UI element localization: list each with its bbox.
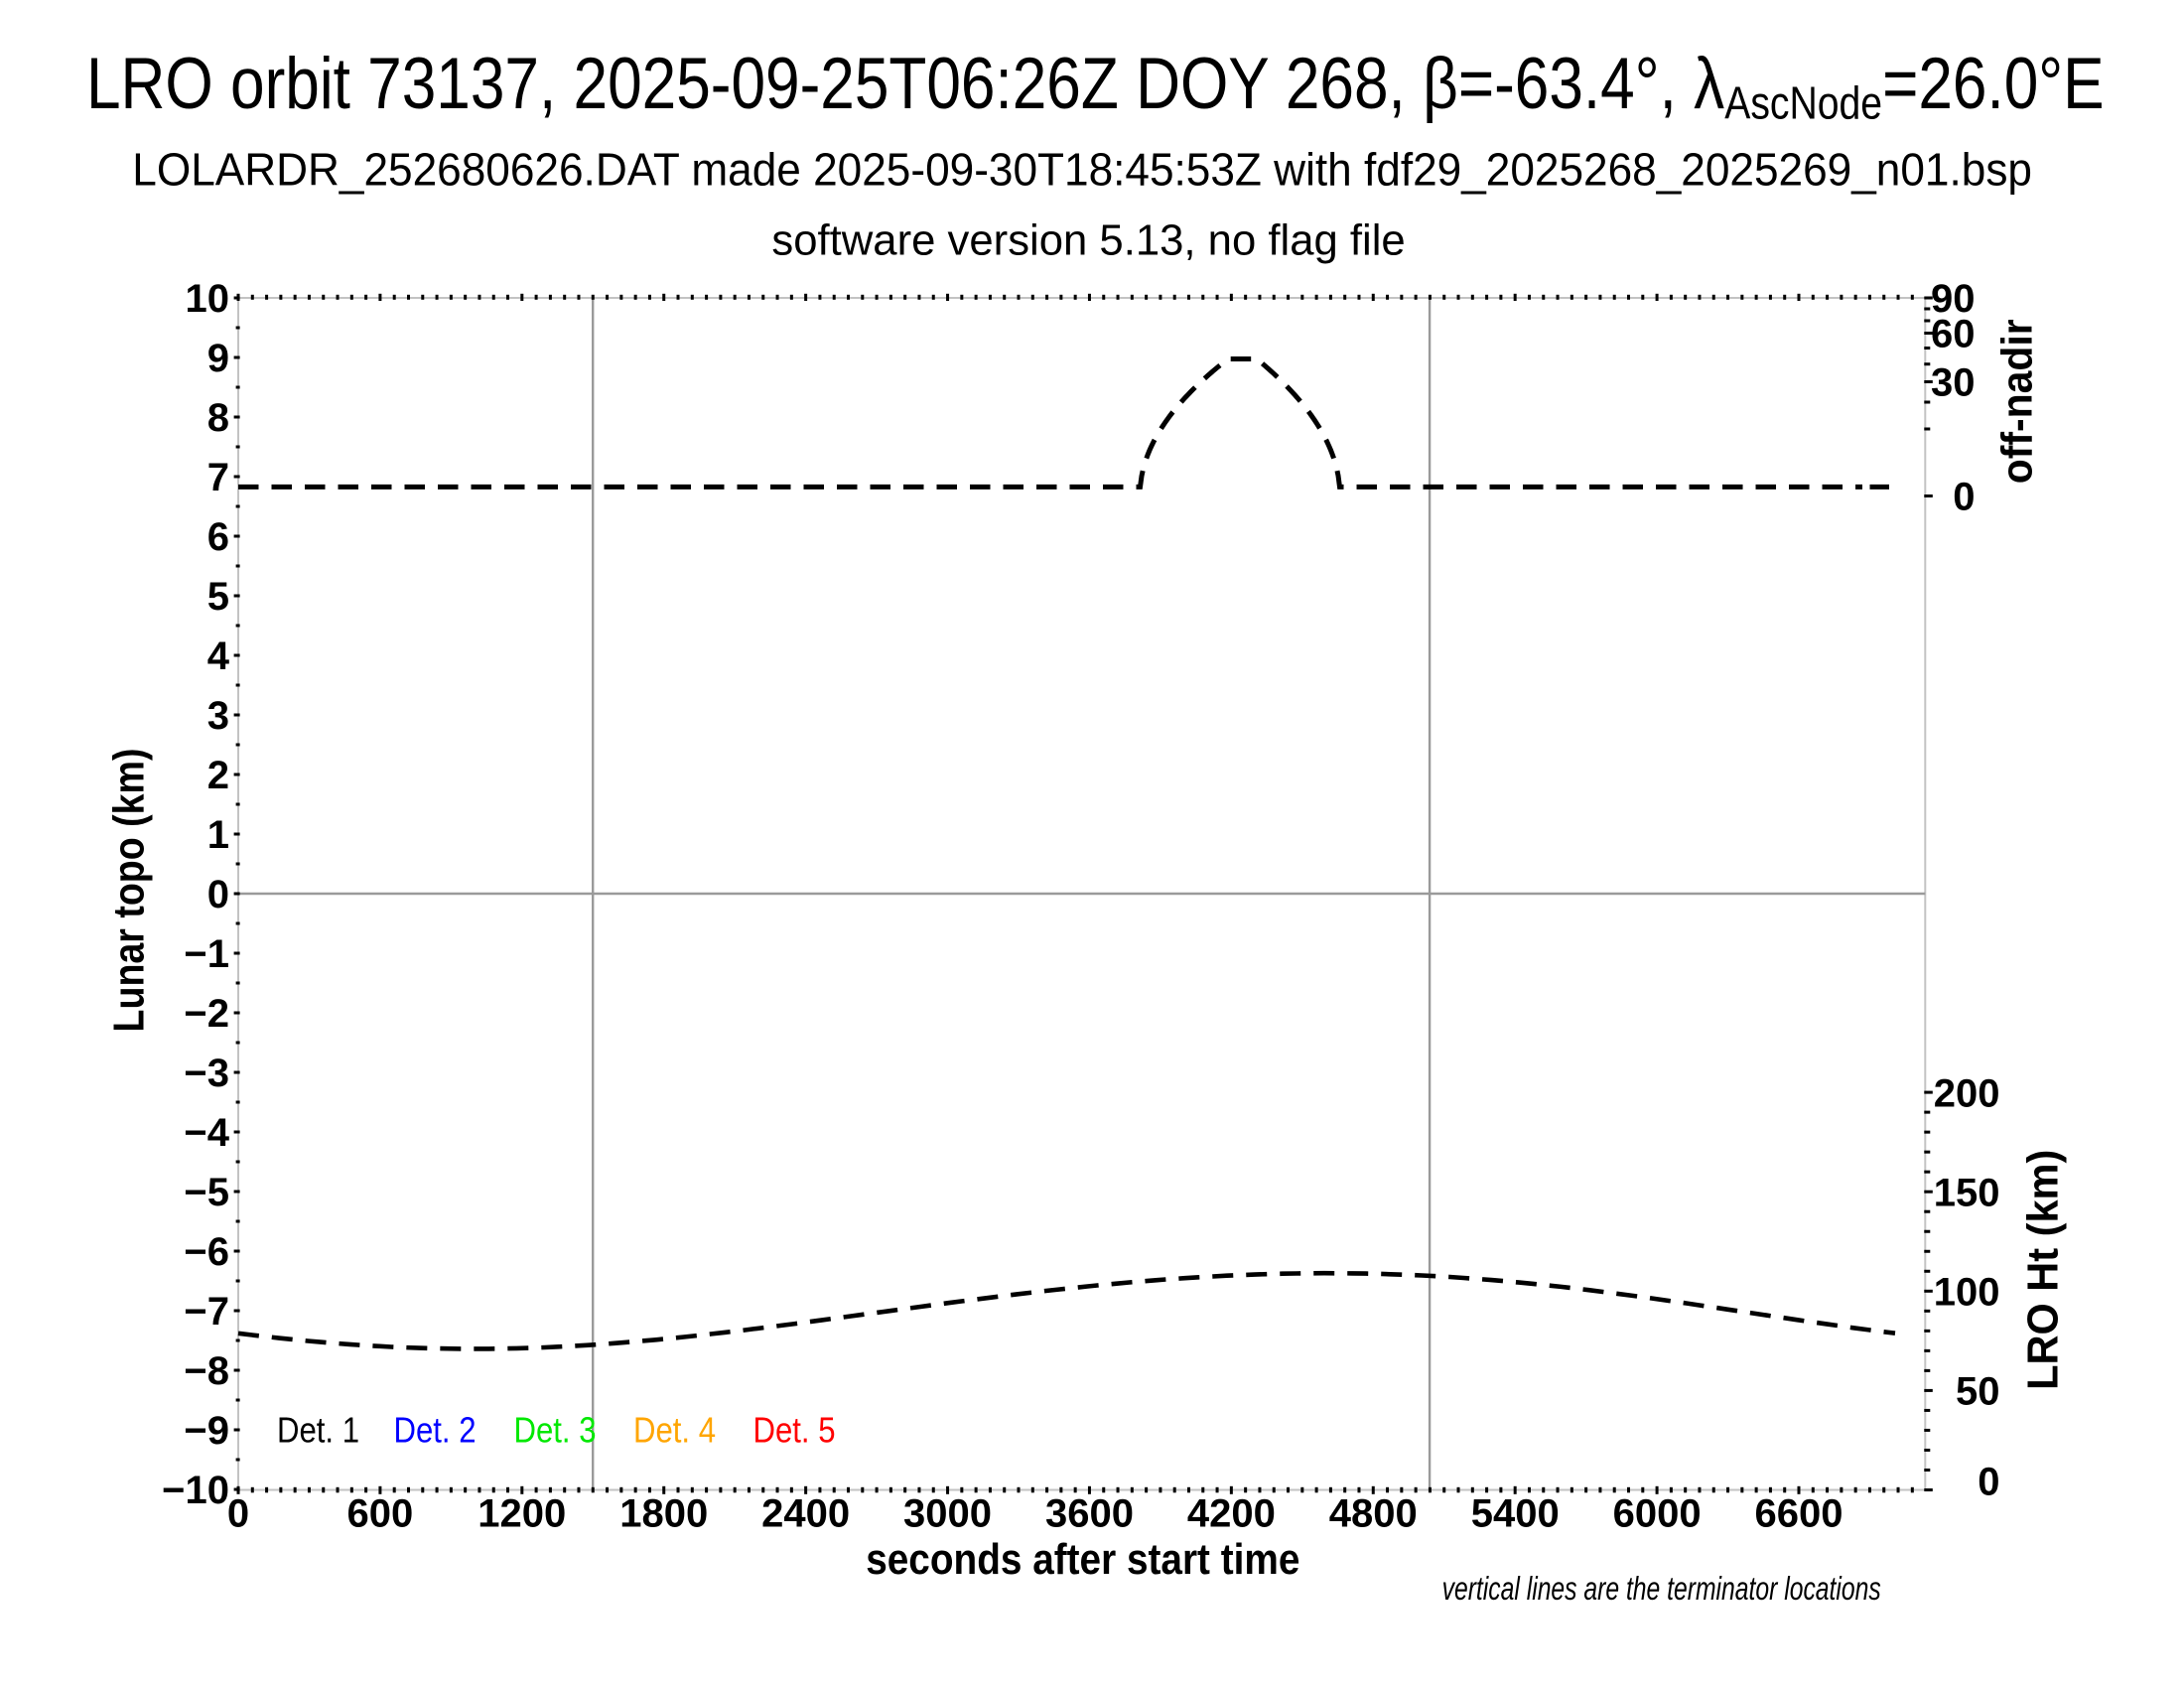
svg-text:−1: −1 bbox=[184, 932, 229, 976]
svg-text:−6: −6 bbox=[184, 1230, 229, 1274]
svg-text:−8: −8 bbox=[184, 1349, 229, 1393]
svg-text:seconds after start time: seconds after start time bbox=[866, 1534, 1299, 1584]
svg-text:Det. 3: Det. 3 bbox=[514, 1412, 597, 1452]
svg-text:4200: 4200 bbox=[1187, 1492, 1276, 1536]
svg-text:2: 2 bbox=[207, 754, 229, 797]
svg-text:Det. 2: Det. 2 bbox=[394, 1412, 477, 1452]
svg-text:7: 7 bbox=[207, 456, 229, 499]
svg-text:90: 90 bbox=[1931, 277, 1976, 321]
svg-text:100: 100 bbox=[1934, 1271, 2000, 1315]
svg-text:0: 0 bbox=[1978, 1461, 1999, 1504]
svg-text:3: 3 bbox=[207, 694, 229, 738]
svg-text:−5: −5 bbox=[184, 1171, 229, 1214]
svg-text:3600: 3600 bbox=[1045, 1492, 1134, 1536]
svg-text:3000: 3000 bbox=[903, 1492, 992, 1536]
svg-text:1200: 1200 bbox=[478, 1492, 566, 1536]
svg-text:6000: 6000 bbox=[1613, 1492, 1702, 1536]
svg-text:30: 30 bbox=[1931, 361, 1976, 405]
svg-text:200: 200 bbox=[1934, 1071, 2000, 1115]
svg-text:LOLARDR_252680626.DAT made 202: LOLARDR_252680626.DAT made 2025-09-30T18… bbox=[132, 144, 2032, 196]
svg-text:−7: −7 bbox=[184, 1290, 229, 1334]
svg-text:1: 1 bbox=[207, 813, 229, 857]
svg-text:off-nadir: off-nadir bbox=[1993, 319, 2042, 484]
svg-text:8: 8 bbox=[207, 396, 229, 440]
svg-text:LRO Ht (km): LRO Ht (km) bbox=[2018, 1150, 2067, 1390]
svg-text:600: 600 bbox=[347, 1492, 414, 1536]
svg-text:Det. 1: Det. 1 bbox=[277, 1412, 359, 1452]
svg-text:4800: 4800 bbox=[1329, 1492, 1418, 1536]
svg-text:150: 150 bbox=[1934, 1171, 2000, 1214]
svg-text:−4: −4 bbox=[184, 1111, 229, 1155]
svg-text:Det. 5: Det. 5 bbox=[753, 1412, 836, 1452]
svg-text:0: 0 bbox=[227, 1492, 249, 1536]
svg-text:0: 0 bbox=[1953, 476, 1975, 519]
svg-text:60: 60 bbox=[1931, 313, 1976, 356]
svg-text:Lunar topo (km): Lunar topo (km) bbox=[104, 749, 153, 1033]
svg-text:−3: −3 bbox=[184, 1052, 229, 1095]
svg-text:10: 10 bbox=[186, 277, 230, 321]
svg-text:50: 50 bbox=[1956, 1370, 2000, 1414]
svg-text:4: 4 bbox=[207, 634, 230, 678]
svg-text:vertical lines are the termina: vertical lines are the terminator locati… bbox=[1442, 1572, 1881, 1608]
svg-text:−9: −9 bbox=[184, 1409, 229, 1453]
svg-text:Det. 4: Det. 4 bbox=[633, 1412, 716, 1452]
svg-text:9: 9 bbox=[207, 337, 229, 380]
svg-text:−2: −2 bbox=[184, 992, 229, 1036]
svg-text:5: 5 bbox=[207, 575, 229, 619]
svg-text:software version 5.13, no flag: software version 5.13, no flag file bbox=[771, 216, 1405, 264]
svg-text:−10: −10 bbox=[162, 1469, 229, 1512]
svg-text:2400: 2400 bbox=[761, 1492, 850, 1536]
svg-text:5400: 5400 bbox=[1471, 1492, 1560, 1536]
svg-text:1800: 1800 bbox=[619, 1492, 708, 1536]
svg-text:6600: 6600 bbox=[1755, 1492, 1843, 1536]
svg-text:6: 6 bbox=[207, 515, 229, 559]
svg-text:0: 0 bbox=[207, 873, 229, 916]
